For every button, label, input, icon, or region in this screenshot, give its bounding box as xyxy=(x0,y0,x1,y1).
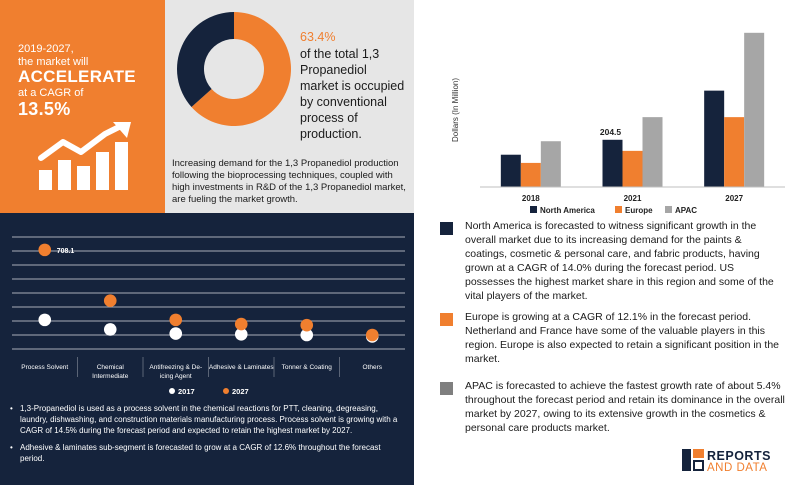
category-label: Adhesive & Laminates xyxy=(209,364,274,371)
cagr-value: 13.5% xyxy=(18,99,71,119)
cagr-panel: 2019-2027, the market will ACCELERATE at… xyxy=(0,0,165,213)
dot-2017 xyxy=(103,323,117,336)
x-tick-label: 2021 xyxy=(624,194,642,203)
application-bullets: 1,3-Propanediol is used as a process sol… xyxy=(8,403,406,470)
x-tick-label: 2027 xyxy=(725,194,743,203)
cagr-line2: the market will xyxy=(18,56,89,68)
europe-note: Europe is growing at a CAGR of 12.1% in … xyxy=(440,310,785,366)
legend-swatch xyxy=(530,206,537,213)
north-america-swatch xyxy=(440,222,453,235)
donut-percent: 63.4% xyxy=(300,30,336,44)
logo-mark-icon xyxy=(682,449,704,471)
bar-annotation: 204.5 xyxy=(600,127,622,137)
category-label: Intermediate xyxy=(92,373,129,380)
dot-2027 xyxy=(169,313,183,327)
dot-2017 xyxy=(169,327,183,340)
dot-2027 xyxy=(365,328,379,342)
europe-swatch xyxy=(440,313,453,326)
bar-north-america xyxy=(500,154,521,187)
logo-line2: AND DATA xyxy=(707,462,768,474)
bar-europe xyxy=(724,117,745,187)
application-dot-chart: Process Solvent Chemical Intermediate Antif… xyxy=(12,236,405,396)
bullet-item: Adhesive & laminates sub-segment is fore… xyxy=(8,442,406,464)
apac-note: APAC is forecasted to achieve the fastes… xyxy=(440,379,785,435)
donut-panel xyxy=(165,0,414,213)
donut-slice xyxy=(177,12,234,107)
regional-bar-chart: Dollars (In Million) 2018 2021 2027 204.5 Nor… xyxy=(451,32,785,215)
apac-swatch xyxy=(440,382,453,395)
dot-2027 xyxy=(103,294,117,307)
apac-text: APAC is forecasted to achieve the fastes… xyxy=(465,380,785,434)
category-label: Chemical xyxy=(97,364,125,371)
legend-label: North America xyxy=(540,206,595,215)
y-axis-label: Dollars (In Million) xyxy=(451,78,460,142)
legend-swatch xyxy=(223,388,229,394)
category-label: icing Agent xyxy=(160,373,192,380)
growth-chart-icon xyxy=(38,122,131,190)
legend-label: 2017 xyxy=(178,387,195,396)
reports-and-data-logo: REPORTS AND DATA xyxy=(682,446,794,476)
dot-annotation: 708.1 xyxy=(57,248,75,255)
legend-label: 2027 xyxy=(232,387,249,396)
legend-swatch xyxy=(615,206,622,213)
bar-europe xyxy=(520,162,541,187)
legend-label: Europe xyxy=(625,206,653,215)
logo-line1: REPORTS xyxy=(707,449,771,463)
dot-2027 xyxy=(300,318,314,332)
dot-2027 xyxy=(38,243,52,257)
cagr-headline: ACCELERATE xyxy=(18,67,136,86)
bullet-item: 1,3-Propanediol is used as a process sol… xyxy=(8,403,406,436)
category-label: Antifreezing & De- xyxy=(149,364,202,371)
bar-apac xyxy=(540,141,561,187)
donut-description: of the total 1,3 Propanediol market is o… xyxy=(300,47,405,141)
x-tick-label: 2018 xyxy=(522,194,540,203)
category-label: Process Solvent xyxy=(21,364,68,371)
bar-apac xyxy=(744,32,765,188)
north-america-note: North America is forecasted to witness s… xyxy=(440,219,785,303)
bar-north-america xyxy=(602,139,623,187)
bar-europe xyxy=(622,150,643,187)
bar-north-america xyxy=(704,90,725,187)
north-america-text: North America is forecasted to witness s… xyxy=(465,220,774,302)
legend-swatch xyxy=(169,388,175,394)
category-label: Tonner & Coating xyxy=(282,364,333,371)
growth-drivers-text: Increasing demand for the 1,3 Propanedio… xyxy=(172,158,406,205)
europe-text: Europe is growing at a CAGR of 12.1% in … xyxy=(465,311,780,365)
bar-apac xyxy=(642,117,663,187)
donut-chart xyxy=(177,12,291,127)
legend-swatch xyxy=(665,206,672,213)
cagr-period: 2019-2027, xyxy=(18,43,74,55)
cagr-line4: at a CAGR of xyxy=(18,87,84,99)
category-label: Others xyxy=(362,364,382,371)
dot-2027 xyxy=(234,317,248,331)
donut-slice xyxy=(191,12,291,127)
dot-2017 xyxy=(38,313,52,327)
legend-label: APAC xyxy=(675,206,697,215)
dot-2017 xyxy=(234,328,248,341)
dot-2017 xyxy=(300,328,314,342)
